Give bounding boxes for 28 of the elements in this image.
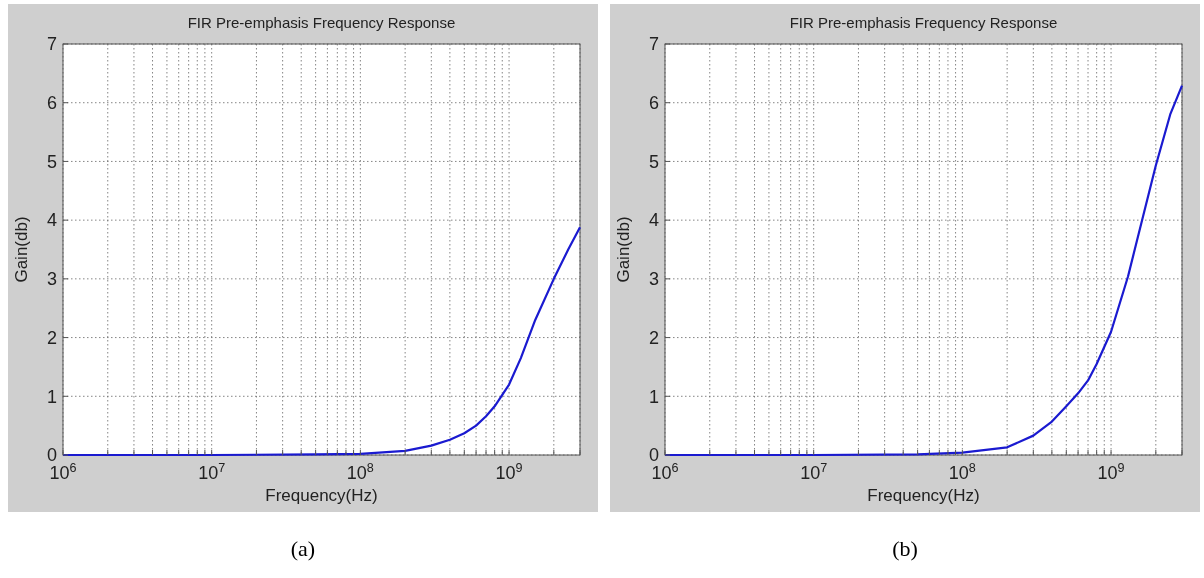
chart-title: FIR Pre-emphasis Frequency Response (187, 14, 456, 31)
x-tick-label: 10$^{9}$ (495, 461, 523, 483)
y-tick-label: 4 (46, 210, 57, 231)
y-tick-label: 6 (648, 93, 659, 114)
x-tick-label: 10$^{8}$ (948, 461, 976, 483)
y-tick-label: 2 (648, 327, 659, 348)
y-tick-label: 2 (46, 327, 57, 348)
chart-title: FIR Pre-emphasis Frequency Response (789, 14, 1058, 31)
x-tick-label: 10$^{9}$ (1097, 461, 1125, 483)
text: (b) (892, 536, 918, 561)
y-tick-label: 6 (46, 93, 57, 114)
y-tick-label: 3 (648, 269, 659, 290)
x-tick-label: 10$^{8}$ (346, 461, 374, 483)
x-tick-label: 10$^{7}$ (198, 461, 226, 483)
x-axis-title: Frequency(Hz) (867, 486, 980, 505)
y-tick-label: 1 (46, 386, 57, 407)
y-tick-label: 4 (648, 210, 659, 231)
y-tick-label: 3 (46, 269, 57, 290)
text: (a) (290, 536, 316, 561)
x-axis-title: Frequency(Hz) (265, 486, 378, 505)
y-tick-label: 7 (648, 34, 659, 55)
y-tick-label: 5 (648, 151, 659, 172)
y-axis-title: Gain(db) (614, 216, 633, 283)
y-tick-label: 5 (46, 151, 57, 172)
y-axis-title: Gain(db) (12, 216, 31, 283)
x-tick-label: 10$^{7}$ (800, 461, 828, 483)
y-tick-label: 7 (46, 34, 57, 55)
y-tick-label: 1 (648, 386, 659, 407)
